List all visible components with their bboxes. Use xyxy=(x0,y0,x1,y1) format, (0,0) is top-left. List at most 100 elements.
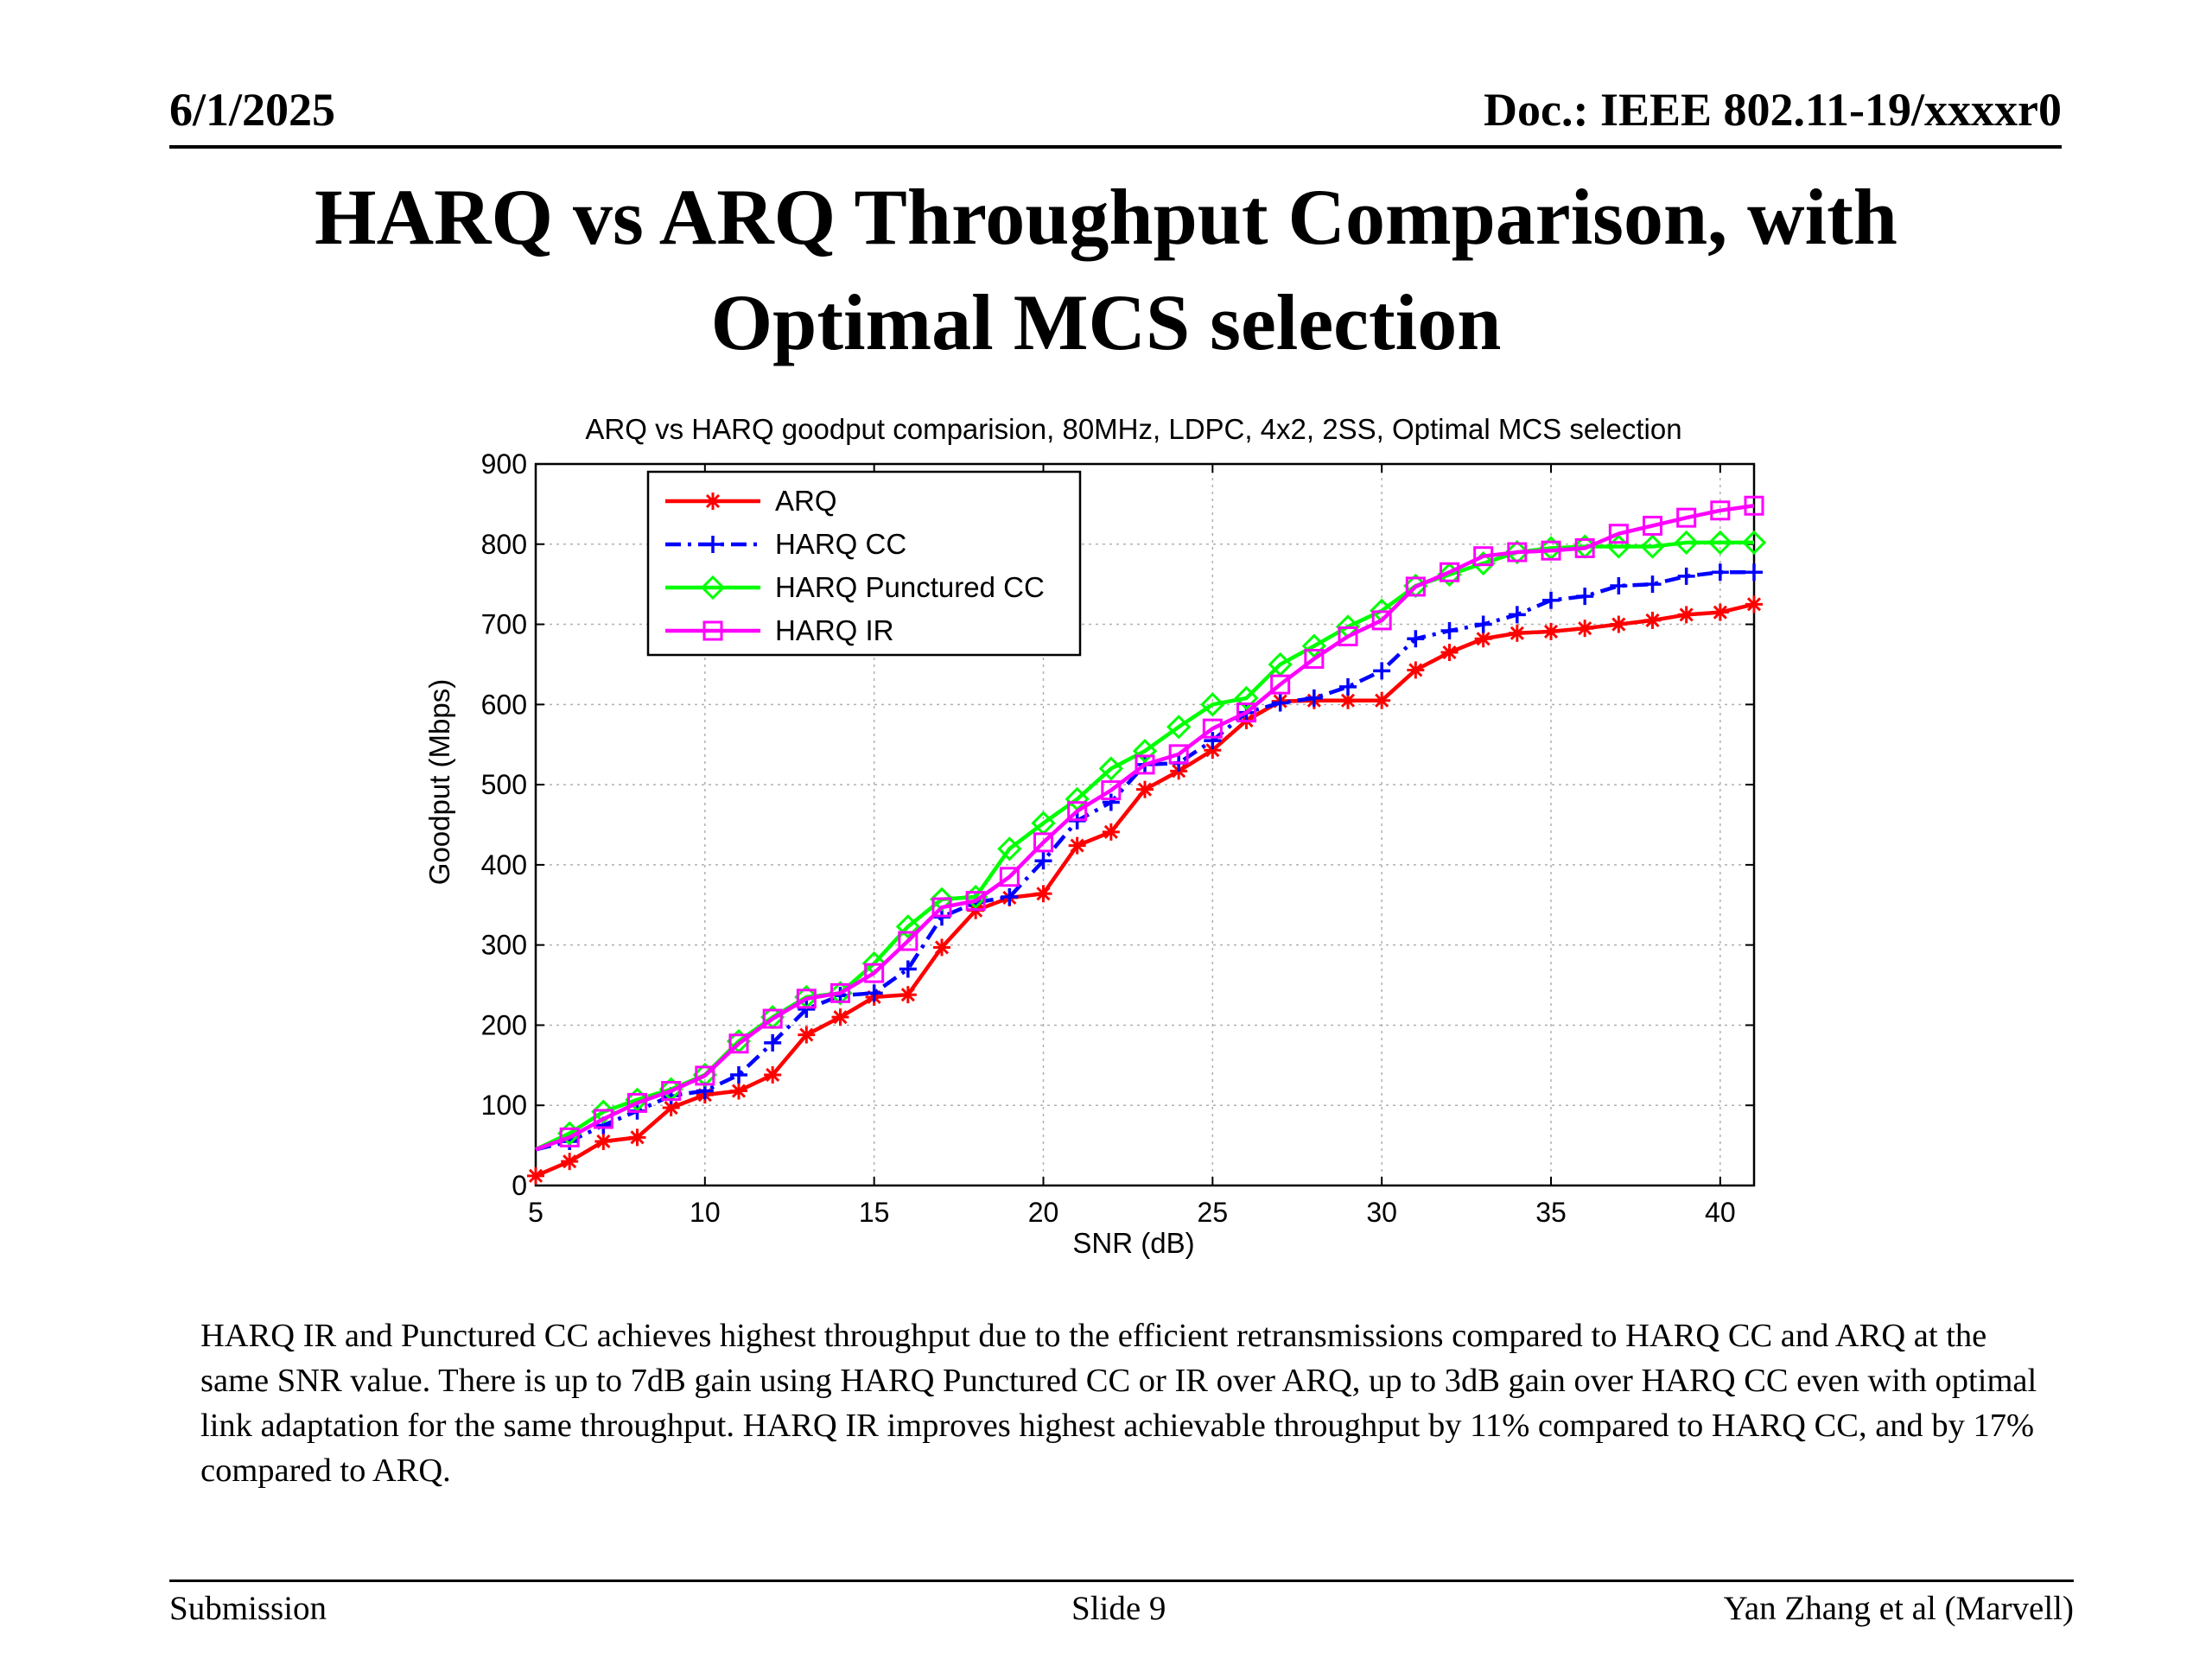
series-harq-punctured-cc xyxy=(535,530,1767,1152)
data-point-arq xyxy=(1068,836,1086,855)
data-point-harq-cc xyxy=(1440,621,1459,639)
axis-ticks: 5 10 15 20 25 30 35 400100200300400500600700800… xyxy=(481,448,1754,1228)
data-point-harq-cc xyxy=(1677,567,1695,585)
data-point-harq-cc xyxy=(1407,630,1425,648)
data-point-harq-cc xyxy=(1339,677,1357,696)
data-point-harq-ir xyxy=(1643,515,1662,536)
x-tick-label: 30 xyxy=(1366,1197,1397,1228)
data-point-arq xyxy=(1677,606,1695,624)
legend-marker-harq-punctured-cc xyxy=(700,575,726,601)
data-point-harq-ir xyxy=(1135,754,1155,775)
data-point-harq-punctured-cc xyxy=(1098,756,1123,781)
data-point-arq xyxy=(730,1082,747,1100)
data-point-harq-cc xyxy=(1542,591,1560,609)
legend-label-harq-ir: HARQ IR xyxy=(775,614,894,646)
data-point-harq-ir xyxy=(1101,780,1122,801)
y-tick-label: 100 xyxy=(481,1090,527,1121)
data-point-harq-punctured-cc xyxy=(1301,633,1326,658)
data-point-harq-ir xyxy=(830,982,850,1003)
series-layer xyxy=(527,495,1767,1185)
data-point-harq-ir xyxy=(898,931,918,951)
x-tick-label: 25 xyxy=(1198,1197,1229,1228)
footer-slide-number: Slide 9 xyxy=(1071,1590,1166,1627)
data-point-harq-ir xyxy=(1202,718,1223,739)
y-tick-label: 200 xyxy=(481,1009,527,1040)
legend-label-harq-cc: HARQ CC xyxy=(775,528,906,560)
data-point-arq xyxy=(1711,603,1729,621)
data-point-harq-ir xyxy=(931,897,952,918)
data-point-harq-punctured-cc xyxy=(1504,539,1529,565)
data-point-arq xyxy=(1034,885,1052,903)
data-point-harq-cc xyxy=(730,1065,747,1084)
x-tick-label: 35 xyxy=(1535,1197,1567,1228)
data-point-harq-ir xyxy=(1473,546,1494,567)
data-point-harq-cc xyxy=(1001,888,1019,906)
data-point-arq xyxy=(628,1128,646,1147)
y-tick-label: 400 xyxy=(481,849,527,880)
data-point-harq-ir xyxy=(593,1109,613,1129)
y-tick-label: 300 xyxy=(481,930,527,961)
data-point-arq xyxy=(527,1166,544,1185)
data-point-harq-ir xyxy=(965,891,986,912)
data-point-harq-cc xyxy=(865,984,883,1002)
data-point-harq-cc xyxy=(1643,575,1662,594)
data-point-arq xyxy=(764,1065,782,1084)
data-point-harq-cc xyxy=(1305,689,1323,707)
data-point-harq-cc xyxy=(1711,563,1729,582)
data-point-harq-ir xyxy=(1270,674,1291,695)
data-point-harq-ir xyxy=(1067,801,1088,822)
slide-title: HARQ vs ARQ Throughput Comparison, with … xyxy=(0,164,2212,375)
legend-label-arq: ARQ xyxy=(775,485,837,517)
data-point-arq xyxy=(1136,780,1154,798)
data-point-harq-ir xyxy=(1371,610,1392,631)
header-document-id: Doc.: IEEE 802.11-19/xxxxr0 xyxy=(1484,84,2062,136)
data-point-harq-ir xyxy=(1236,702,1256,723)
y-tick-label: 0 xyxy=(512,1170,527,1201)
footer-submission: Submission xyxy=(169,1590,327,1627)
data-point-harq-punctured-cc xyxy=(1166,715,1192,740)
data-point-arq xyxy=(1610,615,1628,633)
data-point-harq-cc xyxy=(1610,577,1628,595)
y-tick-label: 700 xyxy=(481,609,527,640)
data-point-harq-ir xyxy=(1574,537,1595,558)
data-point-arq xyxy=(798,1026,816,1044)
data-point-harq-cc xyxy=(1745,563,1763,582)
data-point-harq-ir xyxy=(661,1081,682,1102)
series-line-arq xyxy=(535,602,1755,1178)
data-point-harq-ir xyxy=(1710,500,1731,521)
data-point-harq-ir xyxy=(796,988,817,1009)
data-point-arq xyxy=(1745,595,1763,613)
data-point-arq xyxy=(1407,661,1425,679)
legend-marker-harq-ir xyxy=(702,620,723,641)
data-point-harq-cc xyxy=(1508,606,1526,624)
data-point-harq-cc xyxy=(1034,852,1052,870)
data-point-harq-cc xyxy=(1576,588,1594,606)
data-point-harq-ir xyxy=(1608,524,1629,544)
data-point-harq-punctured-cc xyxy=(1640,534,1665,559)
y-tick-label: 600 xyxy=(481,689,527,720)
data-point-harq-ir xyxy=(1676,507,1697,528)
data-point-harq-ir xyxy=(1541,540,1561,561)
header-date: 6/1/2025 xyxy=(169,84,336,136)
data-point-harq-cc xyxy=(899,960,917,978)
x-tick-label: 15 xyxy=(859,1197,890,1228)
data-point-harq-punctured-cc xyxy=(625,1087,650,1112)
x-tick-label: 40 xyxy=(1705,1197,1736,1228)
data-point-arq xyxy=(1542,622,1560,640)
data-point-harq-ir xyxy=(1405,576,1426,597)
chart-title: ARQ vs HARQ goodput comparision, 80MHz, … xyxy=(585,413,1681,445)
data-point-arq xyxy=(1643,611,1662,629)
data-point-arq xyxy=(1339,691,1357,709)
data-point-harq-punctured-cc xyxy=(1234,685,1259,711)
data-point-harq-ir xyxy=(627,1092,647,1113)
slide-caption: HARQ IR and Punctured CC achieves highes… xyxy=(200,1318,2037,1489)
data-point-harq-cc xyxy=(1102,793,1120,811)
data-point-harq-punctured-cc xyxy=(1741,530,1767,556)
data-point-harq-ir xyxy=(559,1127,580,1147)
data-point-harq-punctured-cc xyxy=(1437,562,1462,588)
y-tick-label: 800 xyxy=(481,529,527,560)
data-point-arq xyxy=(899,986,917,1004)
slide-title-line-1: HARQ vs ARQ Throughput Comparison, with xyxy=(315,173,1897,261)
data-point-arq xyxy=(831,1008,849,1027)
